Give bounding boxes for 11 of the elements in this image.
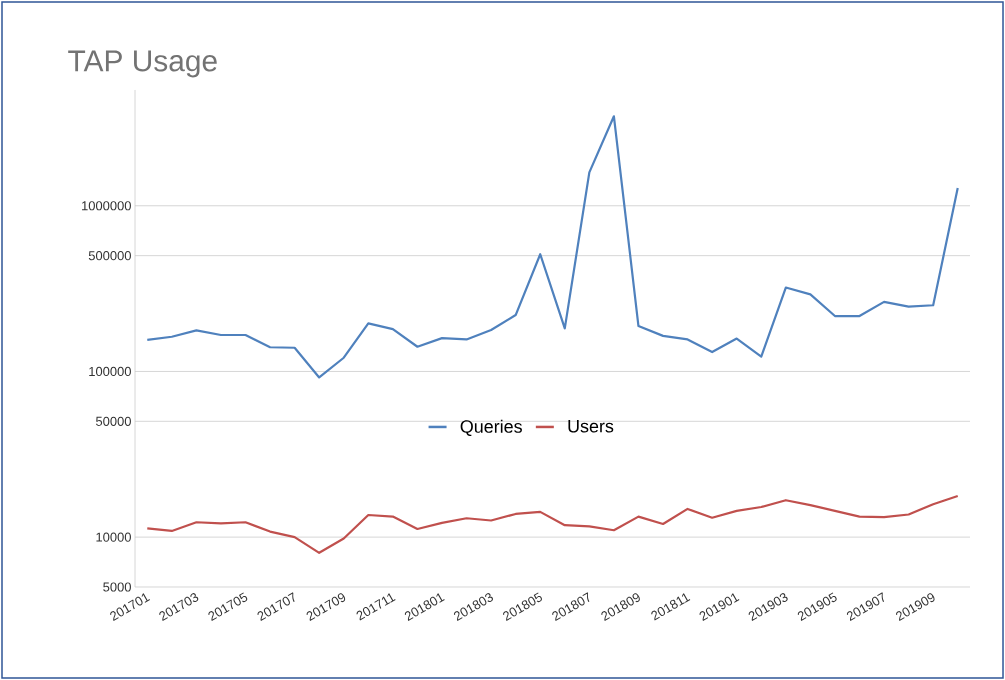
y-tick-label: 1000000 bbox=[82, 201, 131, 211]
line-series bbox=[146, 115, 959, 379]
line-series bbox=[146, 494, 959, 554]
legend-label: Users bbox=[568, 420, 614, 433]
chart-title: TAP Usage bbox=[68, 50, 217, 78]
legend-label: Queries bbox=[460, 419, 522, 437]
y-tick-label: 100000 bbox=[89, 366, 131, 377]
y-tick-label: 5000 bbox=[103, 582, 131, 592]
y-tick-label: 500000 bbox=[88, 251, 131, 261]
y-tick-label: 10000 bbox=[96, 532, 131, 542]
y-tick-label: 50000 bbox=[95, 416, 131, 426]
